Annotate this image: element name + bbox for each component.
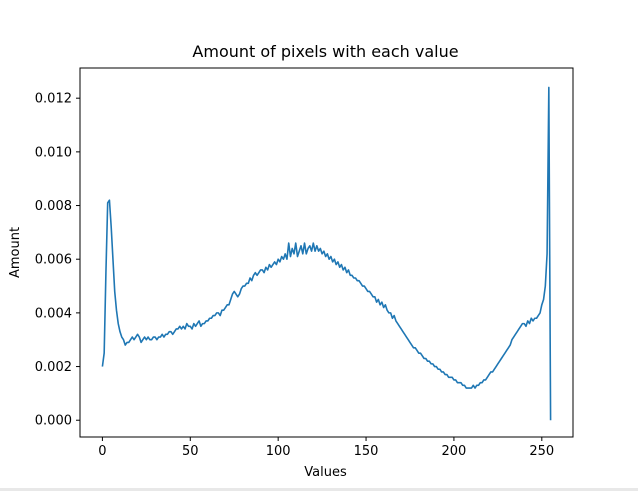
- plot-area: [101, 86, 552, 421]
- series-line-0: [101, 86, 552, 421]
- x-axis-label: Values: [304, 465, 347, 480]
- y-tick-label: 0.004: [35, 306, 72, 321]
- y-tick-label: 0.002: [35, 360, 72, 375]
- axes-frame: [79, 67, 574, 438]
- x-tick-label: 150: [354, 444, 379, 459]
- y-tick-label: 0.010: [35, 145, 72, 160]
- y-axis-label: Amount: [8, 227, 23, 278]
- x-tick-label: 250: [529, 444, 554, 459]
- y-tick-label: 0.012: [35, 92, 72, 107]
- y-tick-label: 0.000: [35, 414, 72, 429]
- window-bottom-edge: [0, 488, 638, 491]
- x-tick-label: 200: [442, 444, 467, 459]
- y-tick-label: 0.006: [35, 253, 72, 268]
- x-axis: 0 50 100 150 200 250: [98, 437, 554, 459]
- y-tick-label: 0.008: [35, 199, 72, 214]
- y-axis: 0.000 0.002 0.004 0.006 0.008 0.010 0.012: [35, 92, 80, 429]
- x-tick-label: 50: [182, 444, 199, 459]
- x-tick-label: 100: [266, 444, 291, 459]
- x-tick-label: 0: [98, 444, 106, 459]
- chart-title: Amount of pixels with each value: [192, 42, 458, 61]
